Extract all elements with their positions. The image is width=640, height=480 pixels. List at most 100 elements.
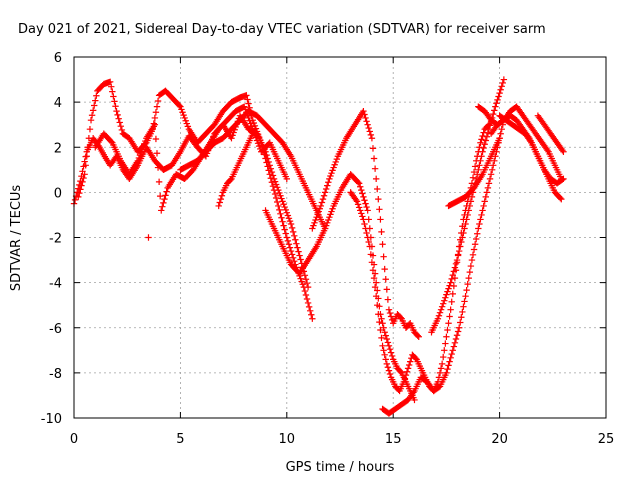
data-point: [372, 279, 380, 286]
data-point: [312, 216, 319, 224]
data-point: [444, 288, 451, 295]
data-point: [108, 138, 115, 145]
data-point: [289, 228, 297, 236]
data-point: [179, 109, 186, 116]
data-point: [376, 318, 383, 326]
data-series: [70, 76, 567, 417]
data-point: [85, 135, 93, 142]
data-point: [333, 155, 341, 163]
data-point: [291, 257, 298, 265]
data-point: [481, 198, 488, 205]
data-point: [86, 126, 94, 133]
data-point: [151, 121, 159, 128]
data-point: [474, 230, 481, 237]
data-point: [446, 282, 453, 289]
data-point: [469, 174, 477, 181]
data-point: [254, 140, 262, 147]
data-point: [448, 275, 455, 283]
data-point: [414, 332, 421, 339]
data-point: [498, 83, 505, 90]
data-point: [81, 171, 88, 178]
data-point: [374, 185, 381, 193]
data-point: [527, 138, 534, 145]
data-point: [71, 196, 79, 204]
data-point: [305, 303, 313, 311]
data-point: [411, 396, 418, 404]
data-point: [308, 311, 315, 318]
data-track-6: [262, 171, 418, 404]
data-track-15: [534, 112, 567, 155]
data-point: [438, 360, 446, 368]
y-tick-label: -4: [49, 277, 62, 292]
data-point: [152, 135, 160, 143]
data-track-4: [177, 107, 329, 232]
data-point: [284, 212, 292, 219]
data-point: [462, 292, 469, 300]
data-point: [118, 126, 126, 134]
data-track-2: [75, 78, 316, 322]
data-point: [261, 151, 268, 158]
data-point: [156, 192, 164, 200]
data-point: [267, 175, 275, 182]
data-point: [249, 130, 256, 137]
data-point: [244, 96, 251, 103]
data-point: [317, 202, 325, 210]
data-point: [479, 132, 486, 140]
data-point: [378, 228, 385, 236]
data-point: [216, 199, 223, 206]
data-point: [366, 243, 373, 250]
data-point: [248, 123, 255, 130]
data-point: [357, 207, 364, 214]
data-point: [374, 301, 381, 309]
data-track-3: [92, 103, 290, 214]
data-point: [494, 96, 501, 104]
data-point: [377, 216, 384, 223]
data-point: [459, 308, 466, 316]
y-tick-label: 4: [54, 96, 62, 111]
data-point: [461, 298, 468, 305]
y-tick-label: -2: [49, 232, 62, 247]
data-point: [293, 240, 300, 247]
data-point: [145, 234, 152, 241]
data-point: [159, 203, 166, 210]
data-point: [365, 124, 372, 132]
data-point: [276, 189, 283, 197]
data-point: [472, 235, 480, 243]
data-point: [379, 241, 386, 248]
x-tick-label: 25: [598, 432, 615, 447]
data-point: [281, 203, 288, 211]
data-point: [367, 131, 375, 139]
data-point: [500, 76, 508, 83]
data-track-5: [215, 130, 256, 210]
data-point: [471, 163, 479, 170]
data-point: [477, 216, 484, 223]
data-point: [437, 365, 445, 372]
data-point: [109, 88, 116, 95]
data-point: [92, 97, 99, 104]
data-point: [449, 271, 456, 279]
data-point: [480, 202, 487, 210]
data-point: [269, 182, 277, 190]
data-point: [463, 216, 470, 223]
data-point: [496, 89, 503, 97]
data-point: [75, 193, 82, 201]
data-track-11: [445, 135, 503, 210]
data-point: [484, 184, 492, 192]
data-point: [442, 294, 449, 301]
data-point: [544, 147, 551, 154]
data-point: [106, 78, 114, 86]
data-point: [471, 241, 479, 248]
data-point: [217, 195, 225, 203]
data-point: [487, 171, 495, 178]
data-point: [560, 175, 567, 183]
data-point: [279, 218, 286, 225]
data-point: [163, 188, 170, 195]
data-point: [383, 286, 391, 293]
data-point: [276, 206, 283, 214]
data-point: [382, 276, 389, 283]
data-point: [136, 151, 144, 159]
data-point: [281, 226, 288, 233]
data-point: [370, 155, 378, 162]
x-tick-label: 0: [70, 432, 78, 447]
data-point: [181, 114, 188, 122]
